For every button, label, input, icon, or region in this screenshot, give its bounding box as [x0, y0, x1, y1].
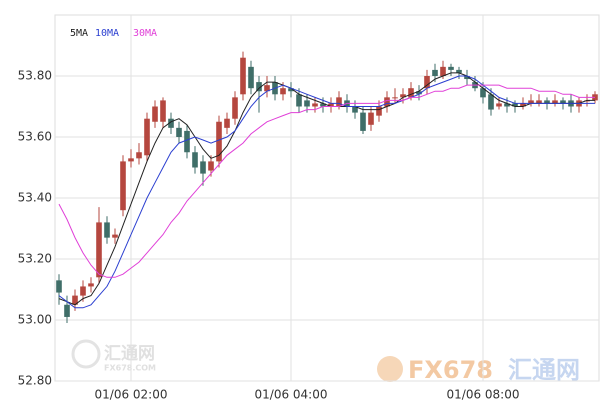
candle-body: [296, 94, 302, 107]
candle-body: [312, 103, 318, 107]
candle-body: [184, 130, 190, 153]
candle-body: [168, 118, 174, 128]
candle-body: [304, 100, 310, 107]
candle-body: [488, 94, 494, 110]
candle-body: [56, 280, 62, 293]
watermark: FX678: [408, 356, 493, 384]
candle-body: [320, 103, 326, 107]
watermark-logo: [71, 339, 101, 369]
candle-body: [544, 100, 550, 104]
candle-body: [384, 97, 390, 107]
candle-body: [520, 103, 526, 107]
watermark: 汇通网: [104, 344, 155, 364]
candle-body: [408, 88, 414, 98]
y-tick-label: 53.20: [18, 252, 52, 266]
candle-body: [224, 118, 230, 128]
candle-body: [120, 161, 126, 211]
candle-body: [64, 304, 70, 317]
candle-body: [160, 100, 166, 122]
candle-body: [136, 152, 142, 159]
candle-body: [456, 69, 462, 73]
candle-body: [376, 106, 382, 116]
legend-entry: 30MA: [133, 28, 157, 39]
watermark: 汇通网: [508, 356, 580, 384]
ma-line: [58, 72, 595, 306]
candle-body: [208, 161, 214, 171]
candle-body: [104, 222, 110, 238]
watermark-logo: [377, 356, 403, 382]
x-tick-label: 01/06 08:00: [447, 388, 520, 402]
x-tick-label: 01/06 04:00: [255, 388, 328, 402]
y-tick-label: 53.60: [18, 130, 52, 144]
candle-body: [560, 100, 566, 104]
candle-body: [392, 97, 398, 99]
candle-body: [176, 127, 182, 137]
candle-body: [192, 152, 198, 168]
candle-body: [328, 103, 334, 107]
candle-body: [352, 106, 358, 113]
candle-body: [72, 295, 78, 305]
y-tick-label: 53.00: [18, 313, 52, 327]
candle-body: [96, 222, 102, 278]
legend-entry: 10MA: [95, 28, 119, 39]
candle-body: [360, 112, 366, 131]
candle-body: [152, 106, 158, 122]
candle-body: [216, 121, 222, 162]
candle-body: [496, 103, 502, 107]
candle-body: [448, 66, 454, 70]
candle-body: [112, 234, 118, 238]
candle-body: [512, 103, 518, 107]
candle-body: [400, 94, 406, 98]
candle-body: [504, 103, 510, 107]
candle-body: [248, 66, 254, 89]
candle-body: [464, 76, 470, 80]
candle-body: [368, 112, 374, 125]
ma-line: [58, 75, 595, 309]
candle-body: [288, 88, 294, 92]
candle-body: [536, 100, 542, 104]
candle-body: [528, 100, 534, 104]
y-tick-label: 53.80: [18, 69, 52, 83]
y-tick-label: 52.80: [18, 374, 52, 388]
y-tick-label: 53.40: [18, 191, 52, 205]
ma-line: [58, 84, 595, 278]
candle-body: [256, 82, 262, 92]
candle-body: [552, 100, 558, 104]
candle-body: [88, 283, 94, 287]
candle-body: [128, 158, 134, 162]
candle-body: [432, 69, 438, 76]
candle-body: [424, 76, 430, 89]
candle-body: [336, 97, 342, 107]
candle-body: [280, 88, 286, 95]
candle-body: [240, 57, 246, 95]
candle-body: [80, 286, 86, 296]
candle-body: [416, 91, 422, 95]
legend-entry: 5MA: [70, 28, 88, 39]
candle-body: [480, 88, 486, 98]
candle-body: [440, 66, 446, 76]
watermark: FX678.COM: [104, 364, 156, 373]
candle-body: [232, 97, 238, 119]
candle-body: [264, 85, 270, 92]
x-tick-label: 01/06 02:00: [95, 388, 168, 402]
candle-body: [144, 118, 150, 156]
candle-body: [200, 161, 206, 174]
